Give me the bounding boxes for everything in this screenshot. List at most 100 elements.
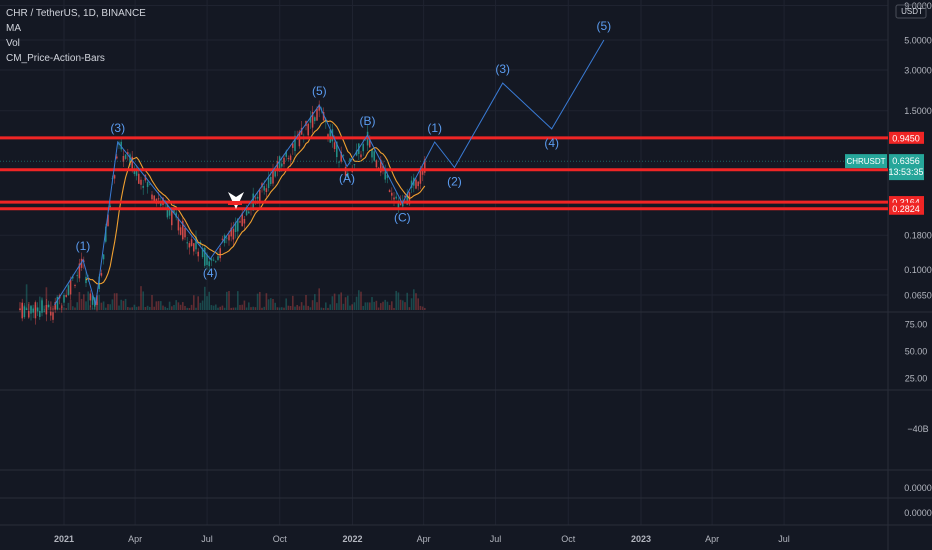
wave-label: (4) <box>544 136 559 150</box>
volume-bar <box>419 305 422 310</box>
volume-bar <box>50 301 52 310</box>
volume-bar <box>314 294 316 310</box>
indicator-price-action-bars[interactable]: CM_Price-Action-Bars <box>6 53 105 64</box>
symbol-title[interactable]: CHR / TetherUS, 1D, BINANCE <box>6 8 146 19</box>
candle-body <box>219 248 221 259</box>
candle-body <box>201 248 204 258</box>
candle-body <box>19 308 21 310</box>
candle-body <box>362 143 364 152</box>
candle-body <box>417 181 419 187</box>
candle-body <box>355 150 358 156</box>
volume-bar <box>256 293 259 310</box>
candle-body <box>300 127 303 135</box>
volume-bar <box>190 304 193 310</box>
candle-body <box>215 261 217 263</box>
pane5-tick-label: 0.0000 <box>904 508 932 518</box>
volume-bar <box>173 304 175 310</box>
candle-body <box>160 202 162 206</box>
volume-bar <box>217 307 219 310</box>
volume-bar <box>278 307 281 310</box>
volume-bar <box>199 302 202 310</box>
candle-body <box>133 168 136 175</box>
volume-bar <box>311 300 314 310</box>
candle-body <box>402 201 404 207</box>
candle-body <box>272 170 274 184</box>
wave-label: (2) <box>447 175 462 189</box>
candle-body <box>140 179 142 185</box>
wave-label: (5) <box>312 84 327 98</box>
grid <box>0 0 888 525</box>
volume-bar <box>129 307 131 310</box>
candle-body <box>25 308 28 310</box>
price-tick-label: 5.0000 <box>904 36 932 46</box>
time-tick-label: Jul <box>778 534 790 544</box>
volume-bar <box>404 302 406 310</box>
volume-bar <box>292 295 294 310</box>
volume-bar <box>230 307 232 310</box>
price-tick-label: 1.5000 <box>904 106 932 116</box>
candle-body <box>43 310 45 312</box>
price-axis[interactable]: 9.0000 5.0000 3.0000 1.5000 0.1800 0.1000 0.06… <box>895 1 932 518</box>
time-axis[interactable]: 2021 Apr Jul Oct 2022 Apr Jul Oct 2023 Apr Jul <box>54 534 790 544</box>
wave-label: (3) <box>495 62 510 76</box>
candle-body <box>333 142 336 150</box>
volume-bar <box>111 299 114 310</box>
candle-body <box>142 185 144 188</box>
candle-body <box>314 117 316 122</box>
bar-signal-marker <box>228 192 244 209</box>
volume-bar <box>72 306 74 310</box>
volume-bar <box>208 291 210 310</box>
volume-bar <box>281 307 283 310</box>
price-tick-label: 3.0000 <box>904 65 932 75</box>
candle-body <box>283 157 285 165</box>
candle-body <box>34 302 37 319</box>
candle-body <box>52 312 54 320</box>
candle-body <box>74 285 76 287</box>
candle-body <box>105 226 107 242</box>
volume-bar <box>76 302 78 310</box>
candle-body <box>109 205 111 208</box>
ma-line <box>85 119 426 285</box>
volume-bar <box>149 306 151 310</box>
wave-line <box>54 39 605 306</box>
volume-bar <box>424 307 426 310</box>
pane3-tick-label: −40B <box>907 424 928 434</box>
candle-body <box>237 218 239 232</box>
volume-bar <box>102 301 105 310</box>
candle-body <box>318 104 320 111</box>
candle-body <box>124 154 127 159</box>
level-tag-label: 0.3164 <box>892 198 920 208</box>
time-tick-label: 2021 <box>54 534 74 544</box>
volume-bar <box>305 295 307 310</box>
volume-bar <box>118 305 120 310</box>
candle-body <box>226 237 228 239</box>
candle-body <box>76 275 78 277</box>
candle-body <box>149 183 151 185</box>
volume-bar <box>351 304 353 310</box>
candle-body <box>204 247 206 266</box>
volume-bar <box>197 296 199 310</box>
candle-body <box>131 156 133 169</box>
countdown-label: 13:53:35 <box>888 167 923 177</box>
volume-bar <box>186 307 188 310</box>
price-tick-label: 0.1000 <box>904 265 932 275</box>
indicator-ma[interactable]: MA <box>6 23 21 34</box>
candle-body <box>342 154 345 156</box>
volume-bar <box>364 302 367 310</box>
volume-bar <box>329 304 331 310</box>
candle-body <box>32 308 34 313</box>
volume-bar <box>226 291 228 310</box>
volume-bar <box>369 302 371 310</box>
volume-bar <box>160 301 162 310</box>
candle-body <box>410 180 413 188</box>
volume-bar <box>228 291 230 310</box>
candle-body <box>65 294 67 297</box>
candle-body <box>263 186 265 191</box>
candle-body <box>327 134 329 139</box>
wave-label: (C) <box>394 210 411 224</box>
indicator-vol[interactable]: Vol <box>6 38 20 49</box>
volume-bar <box>234 307 237 310</box>
candle-body <box>248 211 250 214</box>
candle-body <box>210 258 213 261</box>
